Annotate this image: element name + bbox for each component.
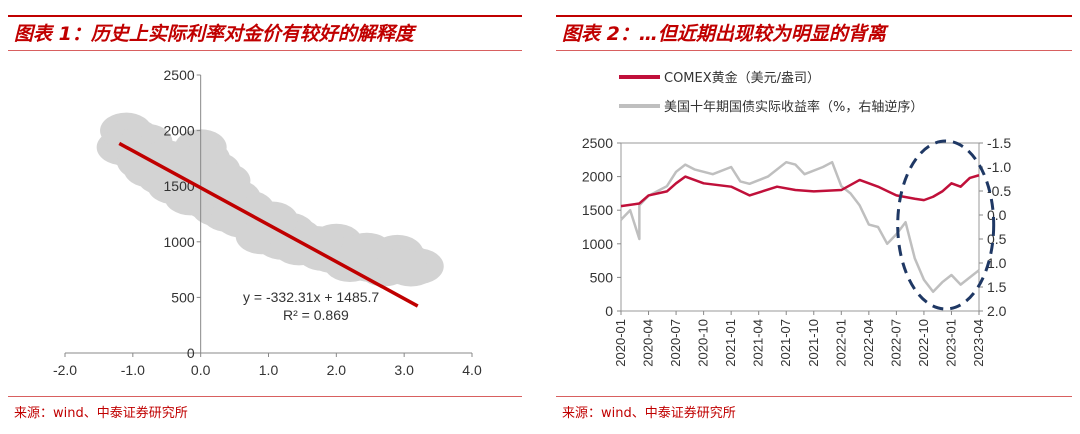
footer-rule [8,396,522,397]
y-right-tick-label: -1.0 [987,159,1011,175]
x-tick-label: -1.0 [121,362,145,378]
title-rule [8,15,522,17]
y-left-tick-label: 1500 [582,202,613,218]
chart-title: 图表 1：历史上实际利率对金价有较好的解释度 [14,23,414,45]
y-tick-label: 1000 [164,234,195,250]
y-right-tick-label: 0.5 [987,231,1007,247]
y-tick-label: 0 [187,345,195,361]
y-right-tick-label: 1.5 [987,279,1007,295]
x-tick-label: 2022-10 [916,319,931,367]
x-tick-label: 2020-10 [696,319,711,367]
y-right-tick-label: -0.5 [987,183,1011,199]
x-tick-label: 2021-10 [806,319,821,367]
r-squared-label: R² = 0.869 [283,307,349,323]
x-tick-label: 2020-07 [668,319,683,367]
x-tick-label: 1.0 [259,362,279,378]
line-chart: 0 500 1000 1500 2000 2500 -1.5 -1.0 -0.5 0.0 0.5 1.… [582,70,1011,367]
scatter-chart: -2.0 -1.0 0.0 1.0 2.0 3.0 4.005001000150020002… [53,67,482,378]
series-line-real-yield [620,160,980,294]
scatter-point [245,201,298,238]
left-panel: 图表 1：历史上实际利率对金价有较好的解释度 -2.0 -1.0 0.0 1.0 2.0… [0,0,530,434]
x-tick-label: 2.0 [327,362,347,378]
y-left-tick-label: 1000 [582,236,613,252]
x-tick-label: 2021-07 [778,319,793,367]
y-right-tick-label: 0.0 [987,207,1007,223]
chart-title: 图表 2：…但近期出现较为明显的背离 [562,23,886,45]
regression-equation: y = -332.31x + 1485.7 [243,289,379,305]
x-tick-label: 2021-04 [751,319,766,367]
y-right-tick-label: 2.0 [987,303,1007,319]
y-left-tick-label: 2000 [582,169,613,185]
y-left-tick-label: 500 [590,269,614,285]
trend-line [118,141,419,308]
x-tick-label: 2022-01 [833,319,848,367]
y-right-tick-label: 1.0 [987,255,1007,271]
x-tick-label: 4.0 [462,362,482,378]
x-tick-label: 3.0 [394,362,414,378]
x-tick-label: 2022-04 [861,319,876,367]
title-rule [556,15,1072,17]
x-tick-label: -2.0 [53,362,77,378]
x-tick-label: 2023-04 [971,319,986,367]
legend-label-real-yield: 美国十年期国债实际收益率（%，右轴逆序） [664,99,923,115]
x-tick-label: 2023-01 [943,319,958,367]
series-line-comex-gold [620,174,980,208]
x-tick-label: 2020-04 [641,319,656,367]
y-right-tick-label: -1.5 [987,135,1011,151]
title-underline [8,50,522,51]
footer-rule [556,396,1072,397]
right-panel: 图表 2：…但近期出现较为明显的背离 0 500 1000 1500 2000 2500 -… [548,0,1080,434]
title-underline [556,50,1072,51]
x-tick-label: 2020-01 [613,319,628,367]
divergence-highlight [896,139,996,311]
scatter-point [374,248,427,285]
y-tick-label: 500 [171,289,195,305]
source-note: 来源：wind、中泰证券研究所 [14,406,188,421]
legend-label-comex-gold: COMEX黄金（美元/盎司） [664,70,820,86]
x-tick-label: 2021-01 [723,319,738,367]
y-left-tick-label: 0 [605,303,613,319]
x-tick-label: 2022-07 [888,319,903,367]
scatter-point [198,162,251,199]
plot-frame [620,142,980,312]
y-tick-label: 2000 [164,123,195,139]
y-left-tick-label: 2500 [582,135,613,151]
x-tick-label: 0.0 [191,362,211,378]
y-tick-label: 2500 [164,67,195,83]
source-note: 来源：wind、中泰证券研究所 [562,406,736,421]
